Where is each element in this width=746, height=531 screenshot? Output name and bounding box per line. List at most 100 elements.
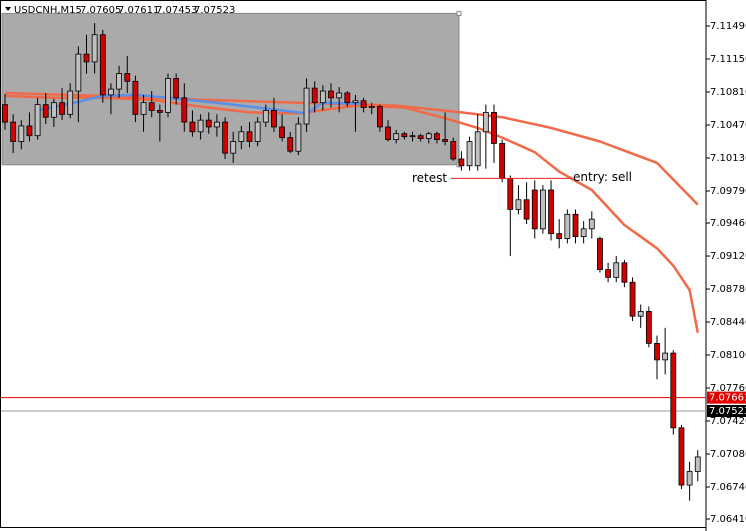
candle-body [311,87,318,104]
candle-body [466,141,473,167]
y-tick-label: 7.09790 [710,186,746,197]
candle-body [59,102,65,115]
price-label-box [707,391,746,404]
moving-average [4,94,700,333]
candle-body [556,233,563,239]
candle-body [393,133,400,140]
candle-body [75,53,82,92]
candle-body [230,141,237,154]
price-label-box [707,405,746,418]
candle-body [548,189,554,235]
candle-body [34,104,41,137]
candle-body [197,119,204,133]
candle-body [83,53,90,63]
candle-body [694,456,701,472]
y-tick-label: 7.10130 [710,153,746,164]
candle-body [482,111,489,133]
candle-body [99,34,106,96]
candle-body [91,34,98,63]
candle-body [360,100,367,108]
candle-body [613,262,620,278]
y-tick-label: 7.09120 [710,251,746,262]
candle-body [181,97,188,123]
candle-body [328,90,334,99]
candle-body [637,310,644,317]
candle-body [409,135,416,138]
candle-body [597,238,603,271]
y-tick-label: 7.08100 [710,350,746,361]
candle-body [605,269,611,278]
candle-body [319,90,326,104]
annotation: retest [412,171,447,185]
price-label: 7.07523 [709,406,746,417]
candle-body [303,87,310,125]
candle-body [580,228,587,238]
candle-body [132,80,139,115]
y-tick-label: 7.10810 [710,87,746,98]
y-tick-label: 7.06410 [710,514,746,525]
header-value: 7.07523 [194,5,235,16]
candle-body [173,78,180,99]
candle-body [417,135,424,139]
y-tick-label: 7.08440 [710,317,746,328]
candle-body [572,213,579,238]
candle-body [352,100,359,104]
candle-body [686,471,693,486]
candle-body [434,133,440,140]
candle-body [670,352,677,429]
y-tick-label: 7.11490 [710,21,746,32]
candle-body [165,78,171,113]
candle-body [262,110,269,123]
candle-body [140,102,147,115]
candle-body [116,73,122,90]
candle-body [540,189,546,230]
header-value: 7.07611 [118,5,159,16]
candle-body [254,121,261,142]
candle-body [450,141,457,160]
candle-body [588,218,595,230]
zone-handle [456,10,462,16]
candle-body [156,110,163,113]
y-tick-label: 7.07760 [710,383,746,394]
candle-body [26,125,33,137]
y-tick-label: 7.09460 [710,218,746,229]
candle-body [458,158,465,167]
candle-body [148,102,155,111]
candle-body [662,352,669,361]
candle-body [205,119,212,128]
candle-body [287,137,294,152]
candle-body [629,281,636,317]
candle-body [385,126,391,140]
candle-body [523,199,530,220]
candle-body [124,73,131,82]
candle-body [213,121,220,128]
candle-body [499,143,506,179]
candle-body [621,262,628,283]
candle-body [474,131,481,167]
candle-body [507,177,514,210]
candle-body [2,104,8,123]
candle-body [368,106,375,108]
y-tick-label: 7.06740 [710,482,746,493]
annotation: entry: sell [573,170,632,184]
price-label: 7.07661 [709,393,746,404]
candle-body [42,104,49,118]
candle-body [295,123,302,152]
candle-body [654,342,660,361]
y-tick-label: 7.08780 [710,284,746,295]
candle-body [279,126,286,139]
y-tick-label: 7.07420 [710,416,746,427]
candle-body [18,125,25,142]
candle-body [442,139,449,142]
candle-body [425,133,432,139]
candle-body [515,199,522,210]
candle-body [336,92,343,99]
candle-body [238,131,245,142]
candle-body [645,310,652,344]
candle-body [189,121,196,133]
candle-body [222,121,228,154]
candle-body [678,427,685,486]
y-tick-label: 7.07080 [710,449,746,460]
candle-body [344,92,351,104]
